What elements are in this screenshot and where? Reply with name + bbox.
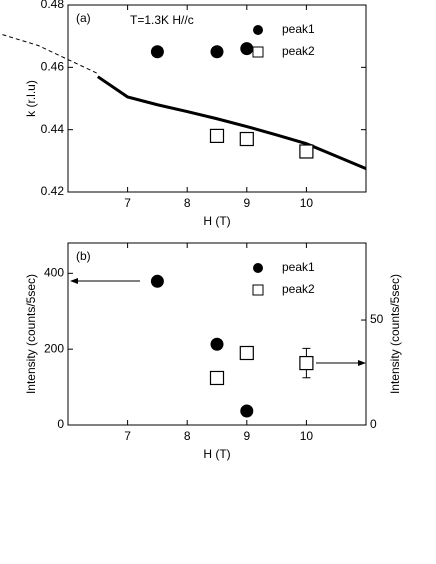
x-axis-label: H (T): [203, 214, 230, 228]
point: [239, 131, 254, 147]
arrows: [70, 278, 366, 366]
y2-axis-label: Intensity (counts/5sec): [388, 274, 402, 394]
x-tick-label: 10: [300, 196, 314, 210]
point: [209, 128, 225, 143]
x-tick-label: 10: [300, 429, 314, 443]
y-tick-label: 400: [44, 266, 64, 280]
point: [210, 337, 224, 351]
point: [240, 404, 254, 418]
y-tick-label: 0.46: [41, 60, 65, 74]
x-tick-label: 7: [124, 429, 131, 443]
arrowhead: [70, 278, 78, 284]
curve: [96, 75, 367, 171]
x-tick-label: 9: [243, 429, 250, 443]
arrowhead: [358, 360, 366, 366]
legend-marker: [253, 263, 263, 273]
y-tick-label: 200: [44, 341, 64, 355]
point: [210, 45, 224, 59]
plot-frame: [67, 242, 367, 426]
y-tick-label: 0.42: [41, 184, 65, 198]
plot-frame: [67, 4, 367, 193]
legend-label: peak1: [282, 22, 315, 36]
legend-marker: [252, 46, 264, 58]
panel-label: (a): [76, 11, 91, 25]
x-tick-label: 7: [124, 196, 131, 210]
y2-tick-label: 0: [370, 417, 377, 431]
x-tick-label: 8: [184, 429, 191, 443]
point: [240, 42, 254, 56]
point: [150, 274, 164, 288]
panel-label: (b): [76, 249, 91, 263]
x-axis-label: H (T): [203, 447, 230, 461]
legend-label: peak2: [282, 282, 315, 296]
x-tick-label: 8: [184, 196, 191, 210]
legend-label: peak1: [282, 260, 315, 274]
legend-marker: [253, 25, 263, 35]
y-tick-label: 0.48: [41, 0, 65, 11]
legend-label: peak2: [282, 44, 315, 58]
legend-marker: [252, 284, 264, 296]
point: [299, 355, 314, 371]
x-tick-label: 9: [243, 196, 250, 210]
point: [299, 144, 314, 159]
y-tick-label: 0: [57, 417, 64, 431]
point: [150, 45, 164, 59]
y-axis-label: k (r.l.u): [24, 80, 38, 117]
annotation: T=1.3K H//c: [130, 13, 194, 27]
y2-tick-label: 50: [370, 312, 384, 326]
y-axis-label: Intensity (counts/5sec): [24, 274, 38, 394]
curve: [2, 34, 99, 75]
y-tick-label: 0.44: [41, 122, 65, 136]
point: [239, 345, 254, 361]
point: [209, 370, 225, 386]
